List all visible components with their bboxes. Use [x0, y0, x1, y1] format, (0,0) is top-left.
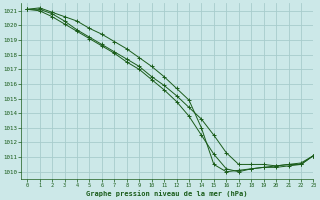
X-axis label: Graphe pression niveau de la mer (hPa): Graphe pression niveau de la mer (hPa) [86, 190, 248, 197]
